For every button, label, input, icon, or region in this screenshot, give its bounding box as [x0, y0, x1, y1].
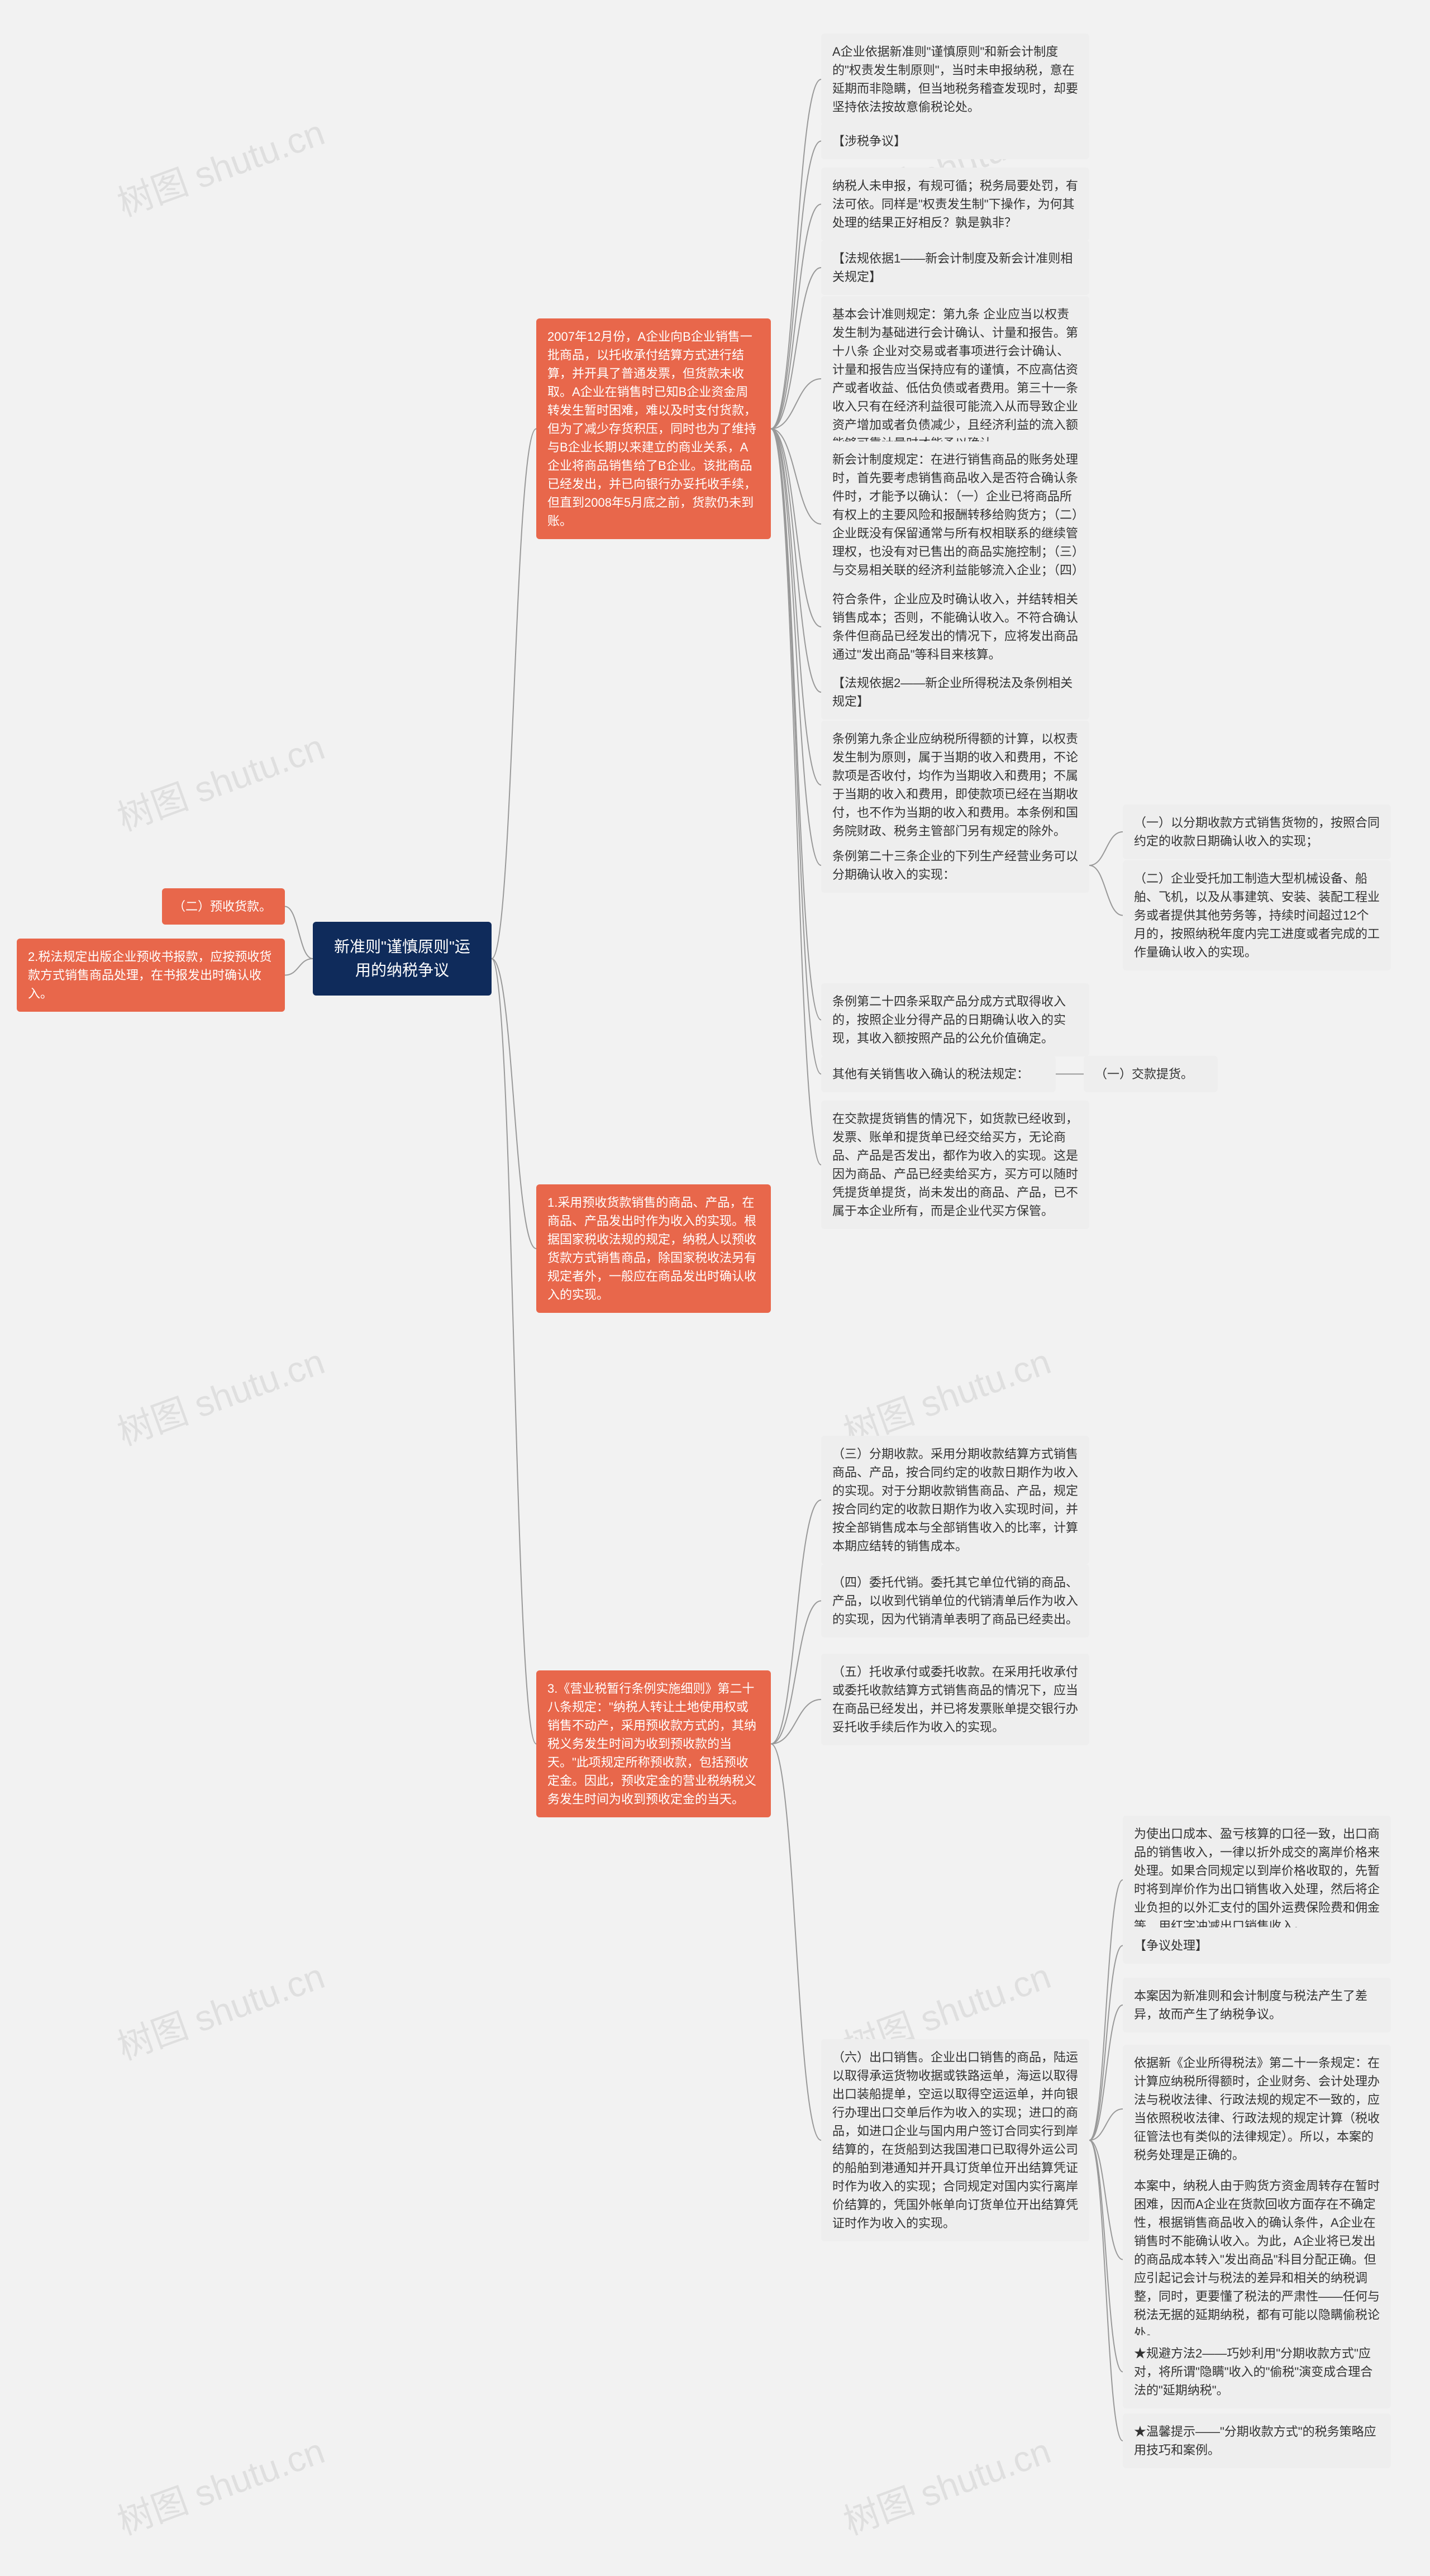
connector	[1089, 1880, 1123, 2140]
mindmap-node-left_b1: （二）预收货款。	[162, 888, 285, 925]
mindmap-node-r1_l11: 条例第二十四条采取产品分成方式取得收入的，按照企业分得产品的日期确认收入的实现，…	[821, 983, 1089, 1056]
mindmap-node-r3_l4g: ★温馨提示——"分期收款方式"的税务策略应用技巧和案例。	[1123, 2413, 1391, 2468]
connector	[771, 429, 821, 866]
connector	[1089, 2005, 1123, 2140]
watermark: 树图 shutu.cn	[836, 2422, 1057, 2545]
mindmap-node-r1_l1: A企业依据新准则"谨慎原则"和新会计制度的"权责发生制原则"，当时未申报纳税，意…	[821, 34, 1089, 125]
connector	[771, 1601, 821, 1744]
mindmap-node-r1_l5: 基本会计准则规定：第九条 企业应当以权责发生制为基础进行会计确认、计量和报告。第…	[821, 296, 1089, 461]
watermark: 树图 shutu.cn	[109, 1948, 331, 2070]
mindmap-node-r3_l4: （六）出口销售。企业出口销售的商品，陆运以取得承运货物收据或铁路运单，海运以取得…	[821, 2039, 1089, 2241]
connector	[1089, 1946, 1123, 2141]
watermark: 树图 shutu.cn	[109, 104, 331, 226]
mindmap-node-left_b2: 2.税法规定出版企业预收书报款，应按预收货款方式销售商品处理，在书报发出时确认收…	[17, 939, 285, 1012]
connector	[771, 79, 821, 429]
connector	[771, 429, 821, 525]
connector	[771, 1699, 821, 1744]
connector	[1089, 2140, 1123, 2260]
mindmap-node-r1_l9: 条例第九条企业应纳税所得额的计算，以权责发生制为原则，属于当期的收入和费用，不论…	[821, 721, 1089, 849]
connector	[285, 959, 313, 975]
connector	[771, 429, 821, 627]
mindmap-node-r3_l4a: 为使出口成本、盈亏核算的口径一致，出口商品的销售收入，一律以折外成交的离岸价格来…	[1123, 1816, 1391, 1944]
connector	[771, 429, 821, 785]
mindmap-node-r1_l10a: （一）以分期收款方式销售货物的，按照合同约定的收款日期确认收入的实现；	[1123, 804, 1391, 859]
connector	[771, 429, 821, 1020]
mindmap-node-r1: 2007年12月份，A企业向B企业销售一批商品，以托收承付结算方式进行结算，并开…	[536, 318, 771, 539]
mindmap-node-r3_l4c: 本案因为新准则和会计制度与税法产生了差异，故而产生了纳税争议。	[1123, 1978, 1391, 2032]
mindmap-node-r1_l7: 符合条件，企业应及时确认收入，并结转相关销售成本；否则，不能确认收入。不符合确认…	[821, 581, 1089, 673]
watermark: 树图 shutu.cn	[109, 2422, 331, 2545]
mindmap-node-r1_l3: 纳税人未申报，有规可循；税务局要处罚，有法可依。同样是"权责发生制"下操作，为何…	[821, 168, 1089, 241]
connector	[492, 959, 536, 1249]
connector	[771, 268, 821, 429]
mindmap-node-r1_l10b: （二）企业受托加工制造大型机械设备、船舶、飞机，以及从事建筑、安装、装配工程业务…	[1123, 860, 1391, 970]
connector	[492, 959, 536, 1744]
connector	[285, 907, 313, 959]
mindmap-node-root: 新准则"谨慎原则"运用的纳税争议	[313, 922, 492, 996]
mindmap-node-r3: 3.《营业税暂行条例实施细则》第二十八条规定："纳税人转让土地使用权或销售不动产…	[536, 1670, 771, 1817]
watermark: 树图 shutu.cn	[109, 718, 331, 841]
mindmap-node-r3_l3: （五）托收承付或委托收款。在采用托收承付或委托收款结算方式销售商品的情况下，应当…	[821, 1654, 1089, 1745]
mindmap-node-r3_l4b: 【争议处理】	[1123, 1927, 1391, 1964]
mindmap-node-r1_l10: 条例第二十三条企业的下列生产经营业务可以分期确认收入的实现：	[821, 838, 1089, 893]
mindmap-node-r3_l4e: 本案中，纳税人由于购货方资金周转存在暂时困难，因而A企业在货款回收方面存在不确定…	[1123, 2168, 1391, 2351]
connector	[1089, 865, 1123, 916]
connector	[771, 204, 821, 429]
connector	[1089, 832, 1123, 865]
connector	[771, 429, 821, 693]
watermark: 树图 shutu.cn	[109, 1333, 331, 1455]
mindmap-node-r3_l2: （四）委托代销。委托其它单位代销的商品、产品，以收到代销单位的代销清单后作为收入…	[821, 1564, 1089, 1637]
mindmap-node-r3_l1: （三）分期收款。采用分期收款结算方式销售商品、产品，按合同约定的收款日期作为收入…	[821, 1436, 1089, 1564]
mindmap-node-r1_l2: 【涉税争议】	[821, 123, 1089, 159]
mindmap-node-r1_l8: 【法规依据2——新企业所得税法及条例相关规定】	[821, 665, 1089, 720]
mindmap-node-r1_l12a: （一）交款提货。	[1084, 1056, 1218, 1092]
connector	[771, 1500, 821, 1744]
connector	[492, 429, 536, 959]
connector	[1089, 2140, 1123, 2372]
connector	[771, 141, 821, 429]
connector	[771, 1744, 821, 2141]
connector	[771, 379, 821, 429]
mindmap-node-r2: 1.采用预收货款销售的商品、产品，在商品、产品发出时作为收入的实现。根据国家税收…	[536, 1184, 771, 1313]
mindmap-node-r3_l4d: 依据新《企业所得税法》第二十一条规定：在计算应纳税所得额时，企业财务、会计处理办…	[1123, 2045, 1391, 2173]
connector	[1089, 2140, 1123, 2441]
connector	[771, 429, 821, 1074]
mindmap-node-r1_l13: 在交款提货销售的情况下，如货款已经收到，发票、账单和提货单已经交给买方，无论商品…	[821, 1101, 1089, 1229]
mindmap-node-r1_l12: 其他有关销售收入确认的税法规定：	[821, 1056, 1056, 1092]
mindmap-node-r1_l4: 【法规依据1——新会计制度及新会计准则相关规定】	[821, 240, 1089, 295]
connector	[1089, 2109, 1123, 2140]
mindmap-node-r3_l4f: ★规避方法2——巧妙利用"分期收款方式"应对，将所谓"隐瞒"收入的"偷税"演变成…	[1123, 2335, 1391, 2408]
connector	[771, 429, 821, 1165]
